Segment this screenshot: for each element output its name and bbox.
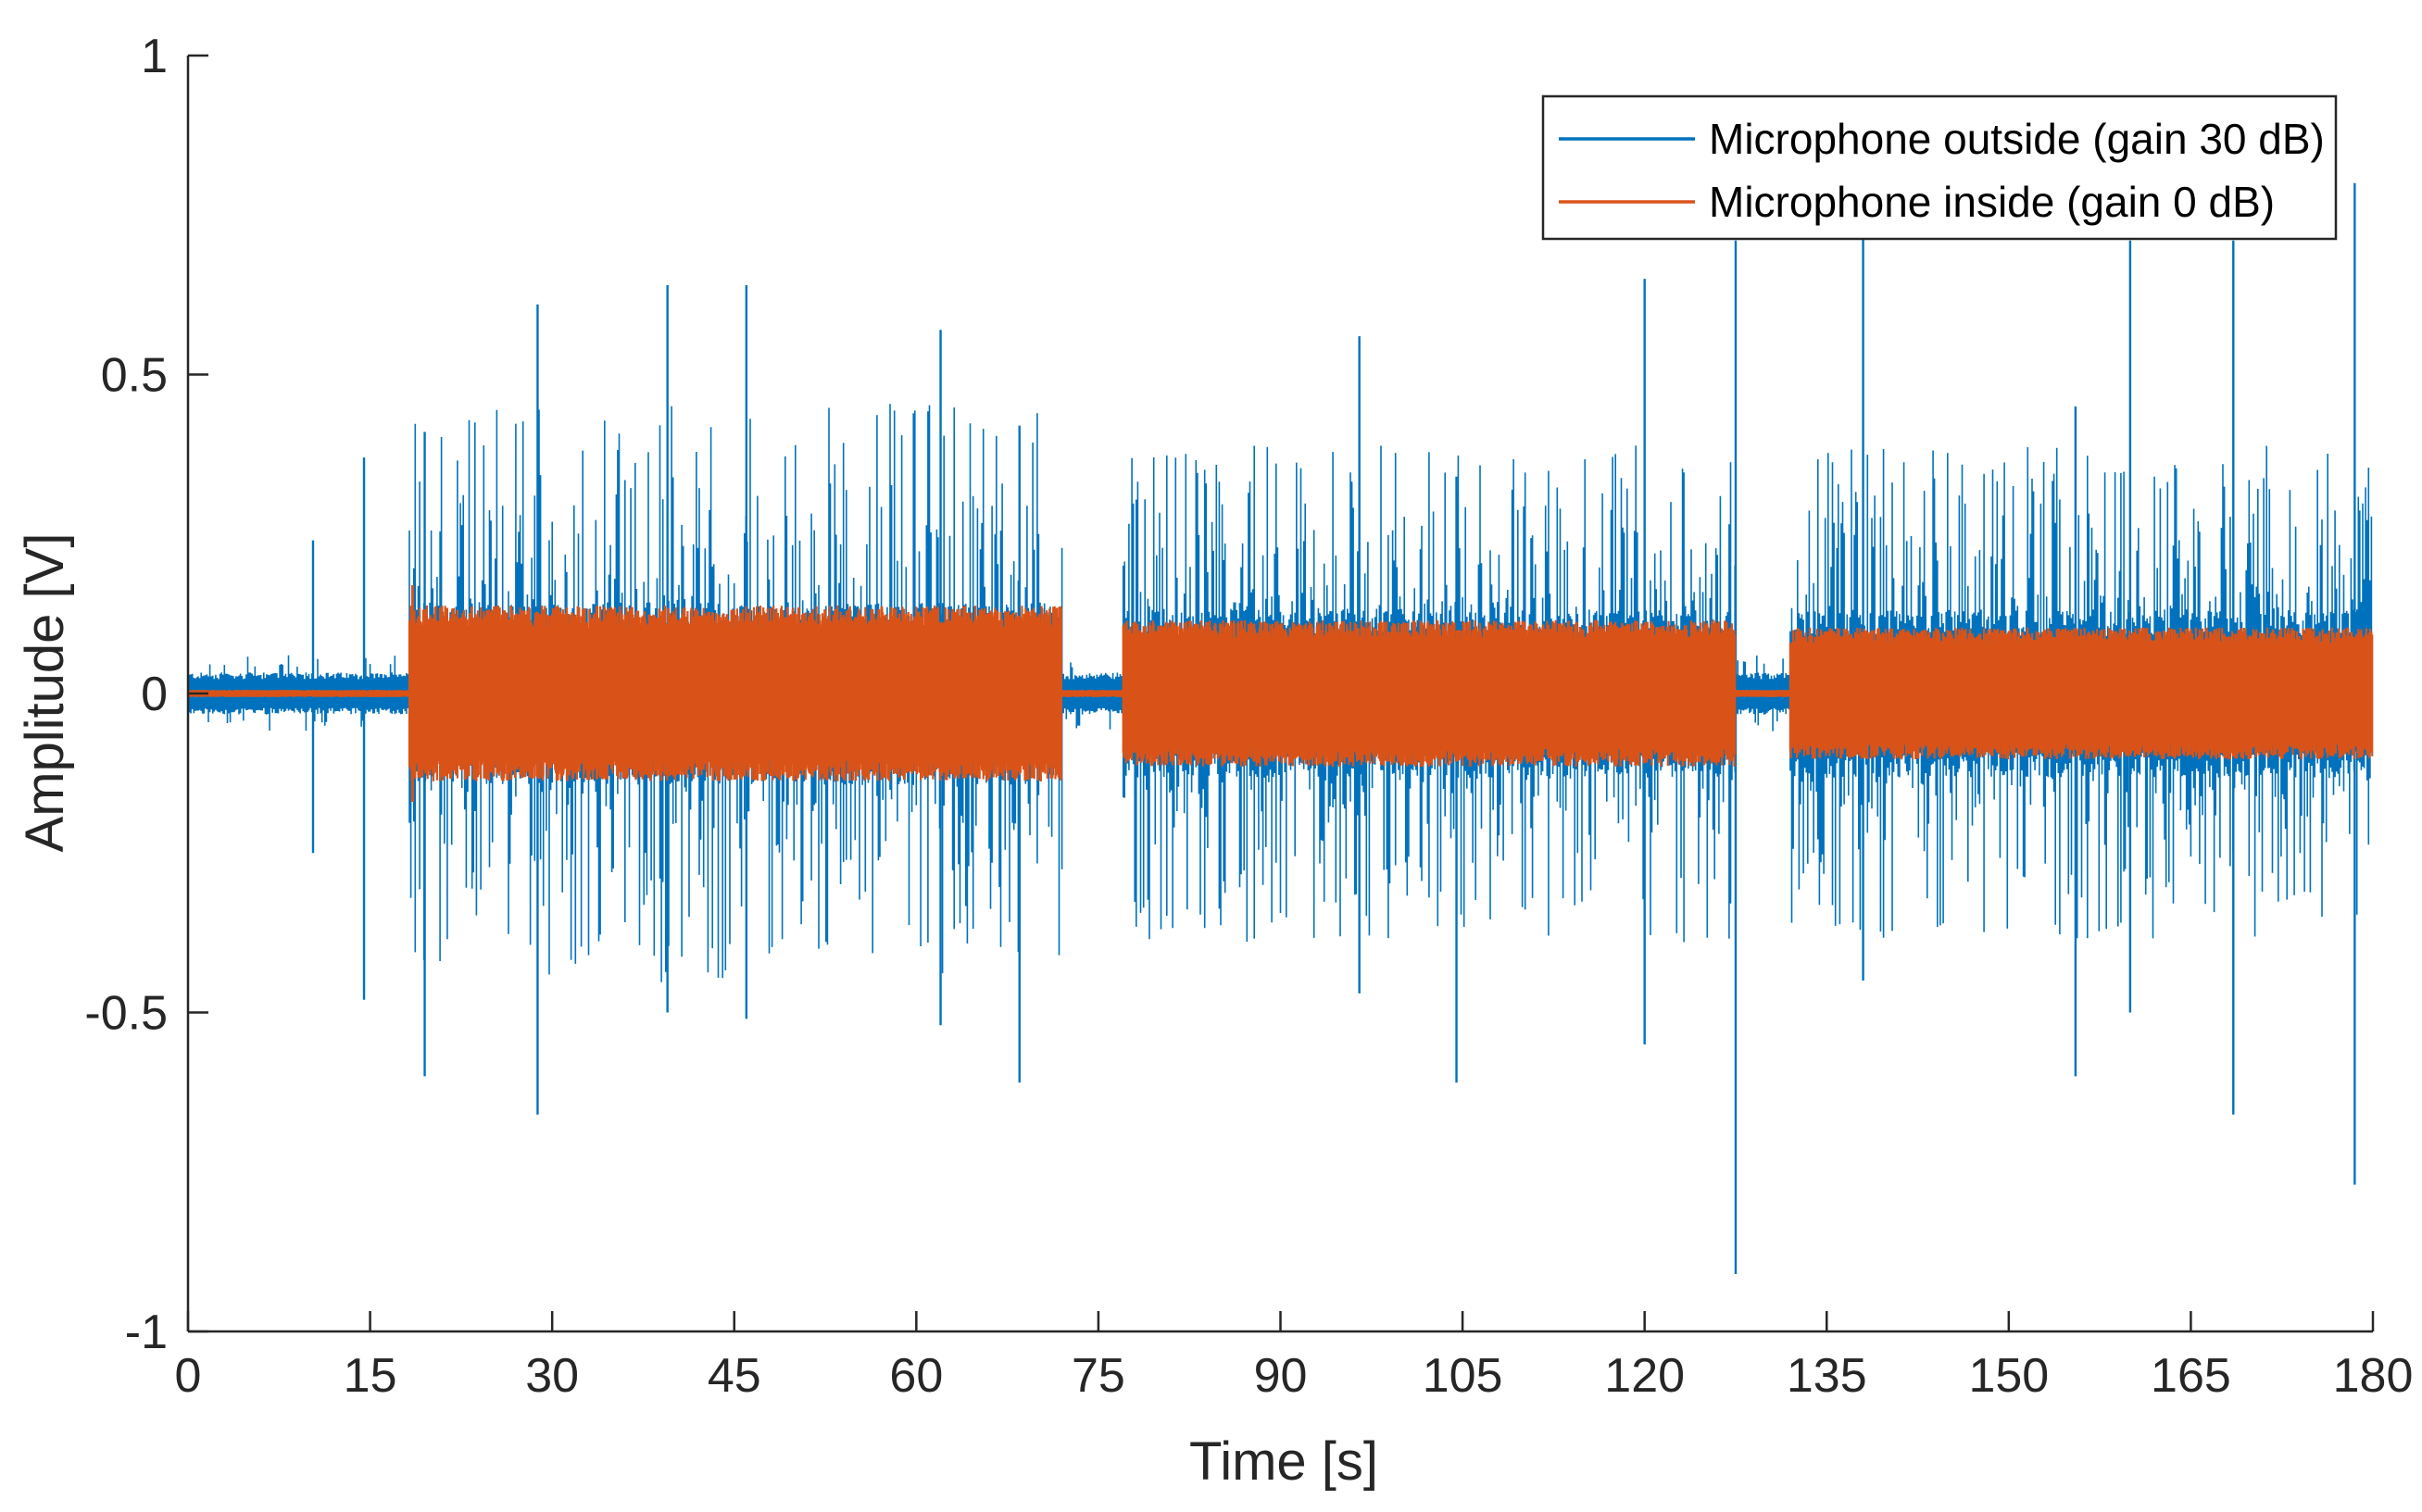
plot-series <box>186 182 2374 1274</box>
x-tick-label: 30 <box>525 1349 579 1403</box>
legend: Microphone outside (gain 30 dB) Micropho… <box>1541 94 2338 241</box>
series-inside <box>186 584 2374 803</box>
series-band <box>188 691 409 696</box>
x-tick-label: 60 <box>889 1349 943 1403</box>
y-tick-label: -0.5 <box>84 987 168 1041</box>
legend-box <box>1541 94 2338 241</box>
series-band <box>1789 644 2373 743</box>
x-tick-label: 105 <box>1423 1349 1503 1403</box>
series-band <box>1123 639 1736 748</box>
x-tick-label: 120 <box>1604 1349 1685 1403</box>
y-tick-label: 0 <box>141 668 168 721</box>
y-axis-label: Amplitude [V] <box>15 533 75 853</box>
x-tick-label: 135 <box>1787 1349 1867 1403</box>
x-axis-label: Time [s] <box>1189 1431 1378 1492</box>
x-tick-label: 165 <box>2151 1349 2231 1403</box>
x-tick-label: 15 <box>344 1349 397 1403</box>
x-tick-label: 45 <box>708 1349 761 1403</box>
x-tick-label: 90 <box>1254 1349 1308 1403</box>
ticks: 0 15 30 45 60 75 90 105 120 135 150 165 180 -1 -0.5 0 0.… <box>84 30 2413 1403</box>
x-tick-label: 0 <box>175 1349 202 1403</box>
y-tick-label: 0.5 <box>101 349 168 403</box>
x-tick-label: 150 <box>1968 1349 2049 1403</box>
y-tick-label: 1 <box>141 30 168 83</box>
series-band <box>1061 691 1123 696</box>
series-band <box>1735 691 1790 696</box>
series-band <box>408 628 1062 759</box>
legend-label-outside: Microphone outside (gain 30 dB) <box>1709 115 2325 163</box>
legend-label-inside: Microphone inside (gain 0 dB) <box>1709 178 2275 226</box>
y-tick-label: -1 <box>125 1306 168 1359</box>
x-tick-label: 180 <box>2333 1349 2414 1403</box>
x-tick-label: 75 <box>1072 1349 1125 1403</box>
